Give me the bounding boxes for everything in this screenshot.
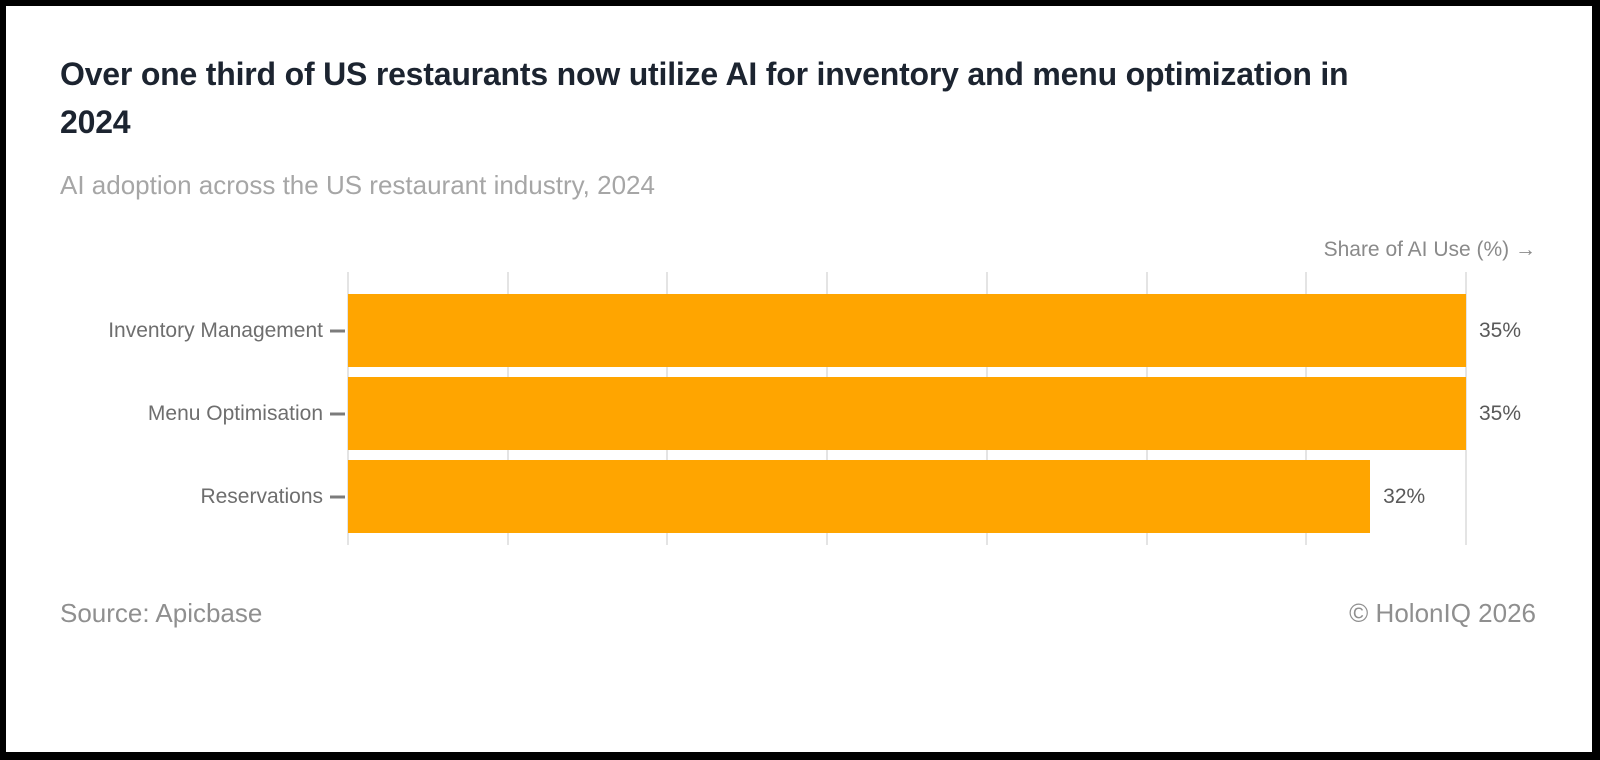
category-label: Menu Optimisation	[147, 401, 323, 425]
chart-title: Over one third of US restaurants now uti…	[60, 56, 1349, 140]
source-attribution: Source: Apicbase	[60, 598, 263, 628]
bar-inventory-management	[348, 294, 1466, 367]
chart-card: Over one third of US restaurants now uti…	[6, 6, 1592, 752]
bar-row: Inventory Management 35%	[108, 294, 1521, 367]
copyright-notice: © HolonIQ 2026	[1349, 598, 1536, 628]
bar-row: Menu Optimisation 35%	[148, 377, 1521, 450]
plot-area: Inventory Management 35% Menu Optimisati…	[108, 272, 1521, 545]
bar-row: Reservations 32%	[200, 460, 1466, 533]
category-label: Inventory Management	[108, 318, 323, 342]
value-label: 32%	[1383, 484, 1426, 508]
chart-subtitle: AI adoption across the US restaurant ind…	[60, 170, 655, 200]
value-label: 35%	[1479, 401, 1522, 425]
x-axis-title: Share of AI Use (%) →	[1323, 238, 1536, 261]
gridline-35	[1465, 272, 1467, 545]
bar-menu-optimisation	[348, 377, 1466, 450]
category-label: Reservations	[200, 484, 323, 508]
category-tick-mark	[330, 495, 345, 498]
bar-reservations	[348, 460, 1371, 533]
value-label: 35%	[1479, 318, 1522, 342]
category-tick-mark	[330, 329, 345, 332]
category-tick-mark	[330, 412, 345, 415]
